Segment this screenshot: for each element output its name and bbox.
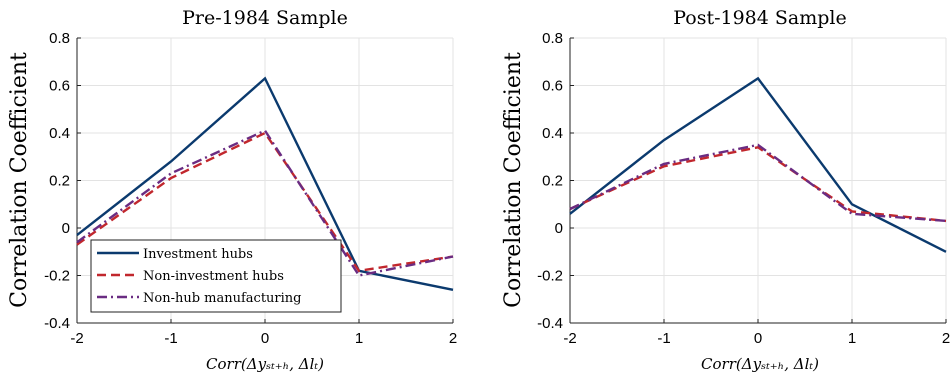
x-tick-label: 2: [942, 330, 950, 347]
x-tick-label: 0: [261, 330, 269, 347]
y-tick-label: -0.4: [44, 315, 70, 332]
x-axis-label: Corr(Δyₛₜ₊ₕ, Δlₜ): [701, 355, 819, 373]
y-tick-label: -0.2: [537, 268, 563, 285]
x-tick-label: 1: [355, 330, 363, 347]
legend-entry-label: Non-hub manufacturing: [143, 291, 302, 306]
series-line-investment-hubs: [569, 76, 947, 253]
chart-panel-pre-1984: Pre-1984 Sample Correlation Coefficient …: [7, 7, 457, 373]
series-line-non-hub-manufacturing: [569, 143, 947, 223]
legend-entry-label: Investment hubs: [143, 247, 253, 262]
x-tick-label: 2: [449, 330, 457, 347]
y-tick-label: 0.8: [49, 30, 70, 47]
y-tick-label: -0.2: [44, 268, 70, 285]
x-tick-label: -1: [657, 330, 670, 347]
y-tick-label: 0.6: [542, 78, 563, 95]
chart-title: Pre-1984 Sample: [182, 7, 348, 29]
series-line-non-investment-hubs: [569, 146, 947, 223]
y-tick-label: 0.4: [49, 125, 70, 142]
y-axis-label: Correlation Coefficient: [7, 52, 32, 308]
x-axis-label: Corr(Δyₛₜ₊ₕ, Δlₜ): [206, 355, 324, 373]
y-tick-label: 0.4: [542, 125, 563, 142]
legend-entry-label: Non-investment hubs: [143, 269, 284, 284]
y-tick-label: 0: [62, 220, 70, 237]
x-tick-label: -1: [164, 330, 177, 347]
series-line-non-investment-hubs: [76, 131, 454, 273]
y-tick-label: 0.8: [542, 30, 563, 47]
series-line-non-hub-manufacturing: [76, 129, 454, 277]
chart-panel-post-1984: Post-1984 Sample Correlation Coefficient…: [501, 7, 950, 373]
chart-title: Post-1984 Sample: [673, 7, 847, 29]
y-tick-label: 0.6: [49, 78, 70, 95]
y-tick-label: 0: [555, 220, 563, 237]
y-tick-label: 0.2: [49, 173, 70, 190]
x-tick-label: 1: [848, 330, 856, 347]
y-tick-label: 0.2: [542, 173, 563, 190]
x-tick-label: -2: [563, 330, 576, 347]
series-line-investment-hubs: [76, 76, 454, 291]
x-tick-label: 0: [754, 330, 762, 347]
legend: Investment hubs Non-investment hubs Non-hu…: [90, 239, 342, 313]
y-axis-label: Correlation Coefficient: [501, 52, 526, 308]
x-tick-label: -2: [70, 330, 83, 347]
y-tick-label: -0.4: [537, 315, 563, 332]
